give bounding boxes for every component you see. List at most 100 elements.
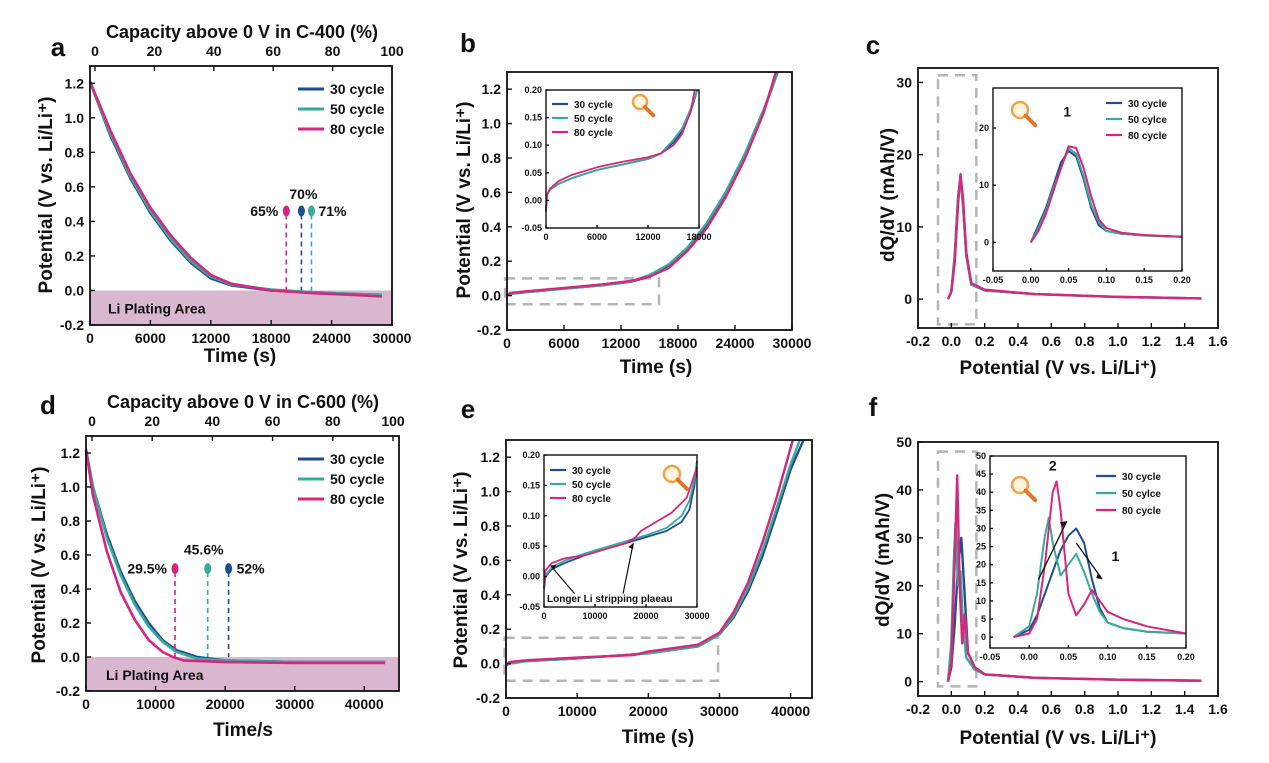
panel-d-marker-dot	[225, 563, 233, 575]
panel-b-ytick-label: -0.2	[477, 322, 501, 338]
panel-a-ytick-label: 0.8	[65, 144, 85, 160]
panel-d-xtick-label: 20000	[206, 696, 245, 712]
panel-f-ytick-label: 40	[896, 482, 912, 498]
panel-c-inset-xtick-label: 0.05	[1060, 275, 1078, 285]
panel-e-arrowhead-1	[550, 564, 557, 570]
panel-c-inset-frame	[992, 87, 1183, 272]
panel-d-series-2	[84, 449, 386, 664]
panel-d-ytick-label: 0.0	[61, 649, 81, 665]
magnifier-lens	[1010, 475, 1030, 495]
panel-f-xtick-label: 0.6	[1042, 701, 1062, 717]
panel-d-legend-label: 50 cycle	[330, 471, 385, 487]
panel-e-inset-ytick-label: 0.15	[522, 480, 540, 490]
panel-f-inset-ytick-label: 20	[976, 560, 986, 570]
panel-a-xtick-label: 24000	[312, 330, 351, 346]
panel-b-inset-xtick-label: 6000	[587, 232, 607, 242]
panel-d-series-3	[84, 449, 386, 665]
panel-f-inset-legend-label: 30 cycle	[1122, 472, 1161, 483]
panel-d-toptick-label: 100	[381, 413, 405, 429]
panel-d-plating-label: Li Plating Area	[106, 667, 204, 683]
panel-a-toptick-label: 40	[206, 43, 222, 59]
panel-d-legend-label: 80 cycle	[330, 491, 385, 507]
panel-b-xtick-label: 18000	[659, 335, 698, 351]
panel-d-top-axis-title: Capacity above 0 V in C-600 (%)	[107, 392, 379, 412]
panel-f-inset-frame	[989, 455, 1187, 649]
panel-a-marker-dot	[297, 205, 305, 217]
panel-f: f-0.2 0.0 0.2 0.4 0.6 0.8 1.0 1.2 1.4 1.601020304…	[869, 392, 1228, 749]
panel-a-legend-label: 80 cycle	[330, 121, 385, 137]
panel-e-ytick-label: 1.0	[481, 484, 501, 500]
panel-c-ytick-label: 10	[896, 219, 912, 235]
panel-b-series-3	[506, 71, 778, 297]
magnifier-handle	[1023, 113, 1038, 128]
panel-c-ytick-label: 0	[904, 291, 912, 307]
panel-c-ytick-label: 30	[896, 74, 912, 90]
panel-b-ylabel: Potential (V vs. Li/Li⁺)	[454, 102, 475, 299]
panel-b-inset-series-3	[545, 89, 696, 212]
panel-f-inset-xtick-label: 0.15	[1138, 652, 1156, 662]
panel-c-xtick-label: -0.2	[906, 333, 930, 349]
panel-a-ytick-label: 1.2	[65, 75, 85, 91]
panel-f-peak-label-1: 1	[1112, 548, 1120, 564]
panel-b-inset-ytick-label: 0.20	[524, 85, 542, 95]
panel-e-inset-ytick-label: -0.05	[519, 602, 540, 612]
panel-b-inset-frame	[545, 89, 700, 229]
panel-d-ytick-label: -0.2	[56, 683, 80, 699]
panel-e-series-3	[505, 439, 794, 667]
panel-b-xtick-label: 12000	[602, 335, 641, 351]
panel-f-inset-series-2	[1012, 516, 1187, 638]
panel-b-frame	[506, 71, 793, 331]
panel-c-xtick-label: 1.6	[1208, 333, 1228, 349]
panel-c-magnifier-icon	[1010, 100, 1038, 128]
panel-e-frame	[505, 439, 813, 699]
panel-e-inset-xtick-label: 30000	[684, 611, 709, 621]
panel-c-inset-legend-label: 50 cylce	[1128, 115, 1167, 126]
panel-f-inset-xtick-label: 0.05	[1060, 652, 1078, 662]
panel-a-toptick-label: 100	[380, 43, 404, 59]
panel-d-xtick-label: 40000	[345, 696, 384, 712]
panel-f-xtick-label: 0.4	[1008, 701, 1028, 717]
panel-a-xtick-label: 18000	[252, 330, 291, 346]
magnifier-lens	[1010, 100, 1030, 120]
panel-f-arrowhead-2	[1096, 573, 1103, 580]
panel-e-arrow-2	[622, 543, 634, 594]
panel-b-xtick-label: 30000	[773, 335, 812, 351]
panel-b: b 0 6000 12000 18000 24000 30000 -0.2 0.0 0.2 0.4 0…	[454, 28, 812, 378]
panel-a-toptick-label: 0	[91, 43, 99, 59]
panel-a-xtick-label: 30000	[373, 330, 412, 346]
panel-f-inset-ytick-label: 45	[976, 469, 986, 479]
panel-c-series-3	[946, 173, 1202, 300]
panel-d-label: d	[40, 390, 56, 420]
panel-a-ytick-label: 0.2	[65, 248, 85, 264]
panel-c-frame	[917, 67, 1219, 329]
panel-b-inset-xtick-label: 0	[543, 232, 548, 242]
panel-a-xtick-label: 6000	[135, 330, 166, 346]
panel-f-inset-legend-label: 80 cycle	[1122, 506, 1161, 517]
panel-e-zoom-box	[503, 636, 720, 683]
panel-b-ytick-label: 0.6	[482, 184, 502, 200]
panel-d-ytick-label: 0.6	[61, 547, 81, 563]
panel-a-series-3	[88, 81, 382, 298]
panel-d-marker-label: 45.6%	[184, 542, 224, 558]
panel-b-ytick-label: 0.0	[482, 288, 502, 304]
panel-d-ytick-label: 0.8	[61, 513, 81, 529]
panel-b-ytick-label: 1.2	[482, 81, 502, 97]
panel-a-label: a	[51, 32, 66, 62]
panel-f-inset-xtick-label: 0.00	[1020, 652, 1038, 662]
panel-b-xtick-label: 0	[503, 335, 511, 351]
panel-d-marker-dot	[204, 563, 212, 575]
panel-b-xtick-label: 6000	[548, 335, 579, 351]
panel-a: a Li Plating Area 65% 70%71% 0 6000 12000 18000…	[36, 22, 412, 367]
panel-a-toptick-label: 20	[147, 43, 163, 59]
panel-f-ylabel: dQ/dV (mAh/V)	[873, 493, 894, 627]
panel-c-xlabel: Potential (V vs. Li/Li⁺)	[960, 358, 1157, 379]
panel-e-ytick-label: 0.2	[481, 621, 501, 637]
panel-d-xlabel: Time/s	[213, 720, 273, 741]
panel-a-ytick-label: 0.4	[65, 213, 85, 229]
panel-e-ytick-label: 0.6	[481, 552, 501, 568]
panel-b-inset-legend-label: 50 cycle	[574, 114, 613, 125]
panel-c-xtick-label: 1.2	[1142, 333, 1162, 349]
panel-f-inset-legend-label: 50 cylce	[1122, 489, 1161, 500]
panel-c-xtick-label: 1.0	[1108, 333, 1128, 349]
panel-f-inset-series-3	[1013, 480, 1187, 639]
